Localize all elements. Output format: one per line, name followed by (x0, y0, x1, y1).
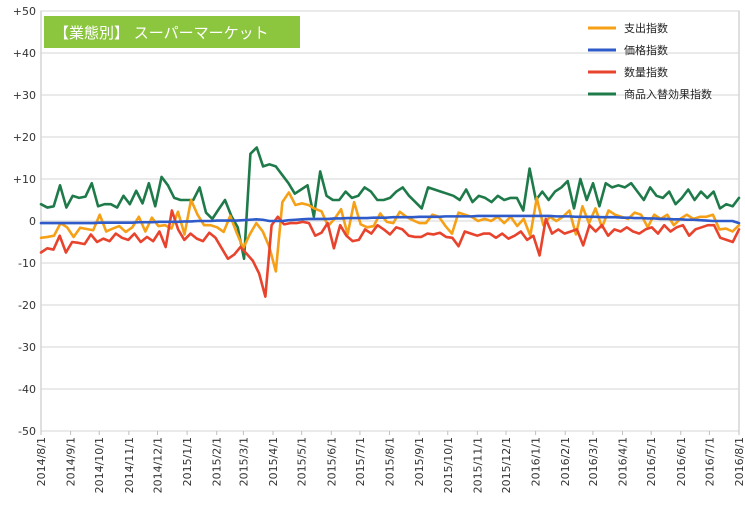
legend-label: 商品入替効果指数 (624, 87, 712, 101)
x-tick-label: 2015/2/1 (211, 437, 224, 486)
y-axis-ticks: +50 +40 +30 +20 +10 0 -10 -20 -30 -40 -50 (13, 5, 36, 438)
legend-label: 支出指数 (624, 21, 668, 35)
x-tick-label: 2015/5/1 (296, 437, 309, 486)
x-tick-label: 2016/2/1 (559, 437, 572, 486)
x-tick-label: 2015/3/1 (237, 437, 250, 486)
y-tick-label: +20 (13, 131, 36, 144)
x-tick-label: 2016/5/1 (645, 437, 658, 486)
series-line-2 (39, 209, 741, 298)
x-tick-label: 2015/4/1 (267, 437, 280, 486)
x-tick-label: 2015/9/1 (413, 437, 426, 486)
x-tick-label: 2015/6/1 (325, 437, 338, 486)
x-tick-label: 2014/10/1 (93, 437, 106, 493)
x-tick-label: 2016/4/1 (617, 437, 630, 486)
x-tick-label: 2016/7/1 (703, 437, 716, 486)
chart-title: 【業態別】 スーパーマーケット (44, 16, 300, 48)
series-lines (39, 146, 741, 298)
x-tick-label: 2014/9/1 (65, 437, 78, 486)
x-tick-label: 2015/11/1 (471, 437, 484, 493)
x-tick-label: 2015/10/1 (442, 437, 455, 493)
x-tick-label: 2015/8/1 (384, 437, 397, 486)
legend-label: 数量指数 (624, 65, 668, 79)
x-tick-label: 2016/1/1 (530, 437, 543, 486)
chart-title-text: 【業態別】 スーパーマーケット (54, 24, 269, 42)
y-tick-label: +30 (13, 89, 36, 102)
x-tick-label: 2016/8/1 (733, 437, 745, 486)
y-tick-label: +10 (13, 173, 36, 186)
x-tick-label: 2014/8/1 (35, 437, 48, 486)
x-tick-label: 2016/3/1 (587, 437, 600, 486)
chart-title-background (44, 16, 300, 48)
legend-label: 価格指数 (624, 43, 668, 57)
x-tick-label: 2015/12/1 (500, 437, 513, 493)
x-axis-ticks: 2014/8/1 2014/9/1 2014/10/1 2014/11/1 2014/1… (35, 431, 745, 493)
x-tick-label: 2014/11/1 (123, 437, 136, 493)
y-tick-label: -20 (18, 299, 36, 312)
x-tick-label: 2015/1/1 (181, 437, 194, 486)
x-tick-label: 2016/6/1 (675, 437, 688, 486)
y-tick-label: +40 (13, 47, 36, 60)
y-tick-label: -50 (18, 425, 36, 438)
y-tick-label: 0 (29, 215, 36, 228)
y-tick-label: +50 (13, 5, 36, 18)
x-tick-label: 2015/7/1 (354, 437, 367, 486)
y-tick-label: -10 (18, 257, 36, 270)
series-line-3 (39, 146, 741, 261)
y-tick-label: -30 (18, 341, 36, 354)
series-line-1 (39, 214, 741, 225)
x-tick-label: 2014/12/1 (151, 437, 164, 493)
y-tick-label: -40 (18, 383, 36, 396)
